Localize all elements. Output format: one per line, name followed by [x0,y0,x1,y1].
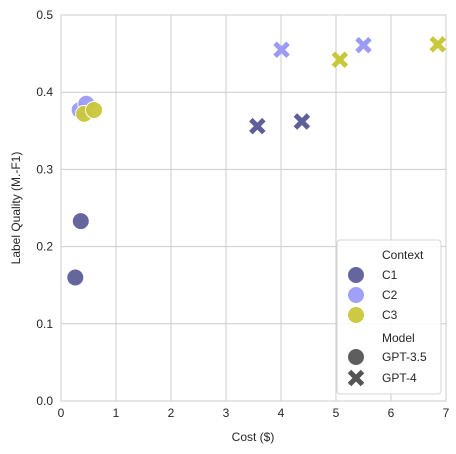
data-point-c2-gpt4-x-marker [355,36,372,54]
x-tick-label: 5 [333,406,340,420]
legend-marker-gpt35-circle-icon [347,348,365,366]
data-point-c1-gpt35-circle-marker [71,212,90,231]
data-point-c1-gpt35-circle-marker [66,268,85,287]
x-tick-label: 0 [58,406,65,420]
y-tick-label: 0.5 [36,8,53,22]
y-tick-label: 0.4 [36,85,53,99]
legend-model-title: Model [382,331,415,345]
legend-model-items: GPT-3.5 GPT-4 [347,348,427,387]
x-tick-label: 7 [443,406,450,420]
data-point-c1-gpt4-x-marker [293,113,311,130]
data-point-c1-gpt4-x-marker [249,117,266,135]
legend-marker-c2 [347,286,365,304]
x-tick-label: 3 [223,406,230,420]
x-tick-label: 4 [278,406,285,420]
plot-area [60,14,447,402]
data-point-c3-gpt4-x-marker [331,51,349,69]
y-tick-label: 0.3 [36,162,53,176]
legend-label-c1: C1 [382,268,398,282]
data-points [66,36,447,287]
x-axis-label: Cost ($) [232,430,275,444]
legend-marker-c3 [347,306,365,324]
legend-marker-gpt4-x-icon [347,369,365,387]
x-tick-label: 6 [388,406,395,420]
y-tick-label: 0.1 [36,317,53,331]
y-tick-label: 0.0 [36,394,53,408]
legend-marker-c1 [347,266,365,284]
legend-label-c2: C2 [382,288,398,302]
legend-context-title: Context [382,248,424,262]
legend: Context C1 C2 C3 Model GPT-3.5 GPT-4 [336,239,442,395]
data-point-c2-gpt4-x-marker [273,41,290,59]
y-tick-label: 0.2 [36,240,53,254]
legend-label-gpt35: GPT-3.5 [382,350,427,364]
legend-label-gpt4: GPT-4 [382,371,417,385]
data-point-c3-gpt4-x-marker [429,36,447,53]
legend-label-c3: C3 [382,308,398,322]
x-tick-label: 1 [113,406,120,420]
x-tick-label: 2 [168,406,175,420]
tick-labels: 0 1 2 3 4 5 6 7 0.0 0.1 0.2 0.3 0.4 0.5 [36,8,449,420]
data-point-c3-gpt35-circle-marker [85,100,103,119]
legend-context-items: C1 C2 C3 [347,266,398,324]
y-axis-label: Label Quality (M.-F1) [9,152,23,265]
